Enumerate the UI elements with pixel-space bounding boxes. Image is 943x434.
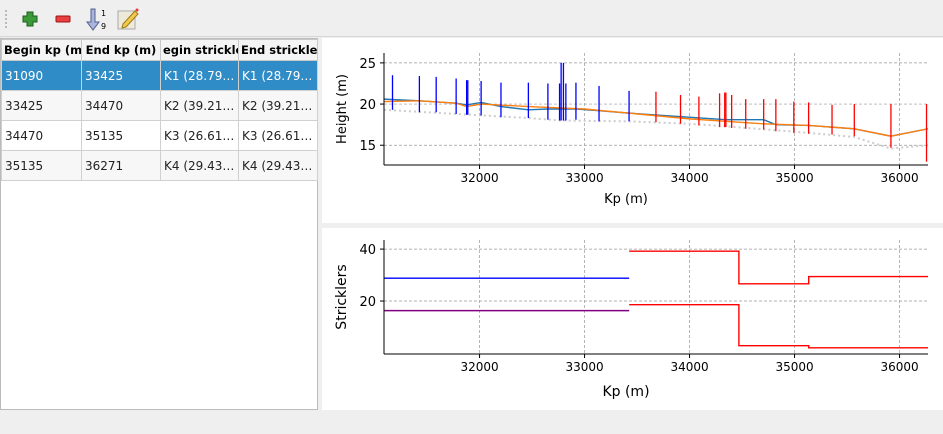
y-tick-label: 15 — [359, 139, 376, 154]
cell[interactable]: K2 (39.21… — [160, 90, 239, 121]
cell[interactable]: K1 (28.79… — [160, 60, 239, 91]
cell[interactable]: K3 (26.61… — [160, 120, 239, 151]
plots-canvas: 32000 33000 34000 35000 36000 15 20 25 Kp (m) Hei… — [334, 53, 928, 400]
plot-area — [384, 62, 928, 162]
x-tick-label: 34000 — [670, 171, 708, 185]
x-tick-label: 33000 — [565, 360, 603, 374]
cell[interactable]: 33425 — [1, 90, 82, 121]
svg-text:9: 9 — [101, 22, 106, 31]
series-line — [629, 303, 928, 349]
cell[interactable]: K3 (26.61… — [238, 120, 318, 151]
segments-table-panel: Begin kp (m) End kp (m) egin strickle En… — [0, 38, 318, 410]
x-axis-label: Kp (m) — [604, 192, 648, 207]
series-line — [629, 250, 928, 285]
chart-2: 32000 33000 34000 35000 36000 20 40 Kp (m) Stric… — [334, 240, 928, 400]
remove-button[interactable] — [50, 6, 76, 32]
x-tick-label: 35000 — [775, 171, 813, 185]
header-begin-kp[interactable]: Begin kp (m) — [1, 39, 82, 61]
bed-line — [384, 108, 928, 150]
cell[interactable]: 34470 — [81, 90, 161, 121]
x-axis-label: Kp (m) — [602, 384, 649, 400]
x-tick-label: 32000 — [460, 171, 498, 185]
chart-1: 32000 33000 34000 35000 36000 15 20 25 Kp (m) Hei… — [335, 53, 928, 207]
cell[interactable]: 36271 — [81, 150, 161, 181]
sort-icon: 19 — [86, 8, 106, 31]
plot-area — [384, 250, 928, 349]
cell[interactable]: K4 (29.43… — [160, 150, 239, 181]
header-begin-strickler[interactable]: egin strickle — [160, 39, 239, 61]
cell[interactable]: 35135 — [1, 150, 82, 181]
header-end-kp[interactable]: End kp (m) — [81, 39, 161, 61]
table-row[interactable]: 34470 35135 K3 (26.61… K3 (26.61… — [1, 120, 318, 151]
y-tick-label: 20 — [359, 98, 376, 113]
y-tick-label: 25 — [359, 57, 376, 72]
add-icon — [22, 11, 38, 27]
series-line — [384, 100, 928, 137]
svg-text:1: 1 — [101, 9, 106, 18]
toolbar-grip[interactable] — [5, 10, 8, 28]
cell[interactable]: K1 (28.79… — [238, 60, 318, 91]
cell[interactable]: K4 (29.43… — [238, 150, 318, 181]
y-axis-label: Stricklers — [334, 264, 350, 329]
add-button[interactable] — [17, 6, 43, 32]
x-tick-label: 34000 — [670, 360, 708, 374]
cell[interactable]: K2 (39.21… — [238, 90, 318, 121]
table-row[interactable]: 33425 34470 K2 (39.21… K2 (39.21… — [1, 90, 318, 121]
edit-icon — [117, 8, 139, 30]
table-row[interactable]: 31090 33425 K1 (28.79… K1 (28.79… — [1, 60, 318, 91]
cell[interactable]: 33425 — [81, 60, 161, 91]
x-tick-label: 36000 — [880, 171, 918, 185]
x-tick-label: 36000 — [880, 360, 918, 374]
plots-splitter[interactable] — [322, 223, 943, 228]
cell[interactable]: 34470 — [1, 120, 82, 151]
x-tick-label: 32000 — [460, 360, 498, 374]
y-axis-label: Height (m) — [335, 74, 350, 144]
x-tick-label: 35000 — [775, 360, 813, 374]
cell[interactable]: 35135 — [81, 120, 161, 151]
y-tick-label: 20 — [359, 295, 376, 310]
remove-icon — [55, 15, 71, 23]
y-tick-label: 40 — [359, 243, 376, 258]
header-end-strickler[interactable]: End strickler — [238, 39, 318, 61]
edit-button[interactable] — [115, 6, 141, 32]
table-row[interactable]: 35135 36271 K4 (29.43… K4 (29.43… — [1, 150, 318, 181]
x-tick-label: 33000 — [565, 171, 603, 185]
cell[interactable]: 31090 — [1, 60, 82, 91]
segments-table: Begin kp (m) End kp (m) egin strickle En… — [1, 39, 318, 181]
